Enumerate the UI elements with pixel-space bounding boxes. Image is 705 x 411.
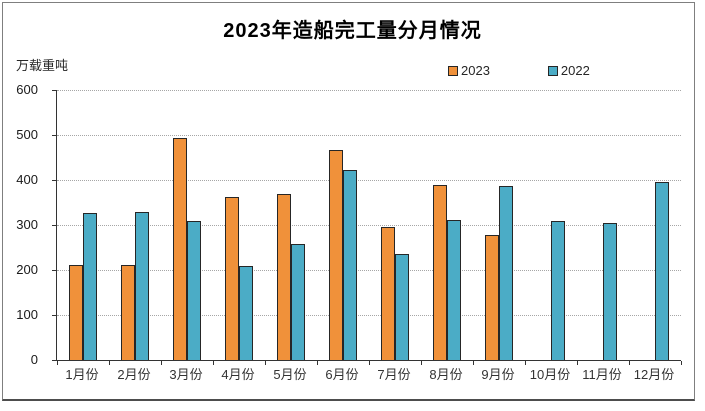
y-axis-label-200: 200 [16, 262, 38, 277]
y-axis-tick [52, 90, 56, 91]
y-axis-label-600: 600 [16, 82, 38, 97]
y-axis-tick [52, 225, 56, 226]
legend-label: 2023 [461, 63, 490, 78]
x-axis-tick-labels: 1月份 2月份 3月份 4月份 5月份 6月份 7月份 8月份 9月份 10月份 11月份 12月份 [56, 364, 680, 384]
x-axis-tick [421, 361, 422, 365]
legend-entry-2022: 2022 [547, 63, 590, 78]
bar-2022-1月份 [83, 213, 97, 360]
bar-2022-11月份 [603, 223, 617, 360]
x-axis-label-10月份: 10月份 [529, 367, 571, 382]
gridline-500 [57, 135, 681, 136]
bar-2022-6月份 [343, 170, 357, 360]
y-axis-label-500: 500 [16, 127, 38, 142]
gridline-200 [57, 270, 681, 271]
y-axis-label-400: 400 [16, 172, 38, 187]
x-axis-tick [473, 361, 474, 365]
gridline-300 [57, 225, 681, 226]
bar-2023-9月份 [485, 235, 499, 360]
x-axis-tick [369, 361, 370, 365]
gridline-400 [57, 180, 681, 181]
x-axis-tick [213, 361, 214, 365]
x-axis-label-12月份: 12月份 [633, 367, 675, 382]
y-axis-label-300: 300 [16, 217, 38, 232]
x-axis-label-3月份: 3月份 [169, 367, 203, 382]
legend-swatch-icon [547, 65, 558, 76]
x-axis-tick [317, 361, 318, 365]
x-axis-label-2月份: 2月份 [117, 367, 151, 382]
x-axis-label-6月份: 6月份 [325, 367, 359, 382]
y-axis-label-100: 100 [16, 307, 38, 322]
x-axis-label-7月份: 7月份 [377, 367, 411, 382]
gridline-600 [57, 90, 681, 91]
legend-label: 2022 [560, 63, 590, 78]
x-axis-tick [577, 361, 578, 365]
bar-2022-12月份 [655, 182, 669, 360]
y-axis-tick [52, 135, 56, 136]
x-axis-tick [265, 361, 266, 365]
y-axis-unit-label: 万载重吨 [16, 58, 69, 73]
bar-2022-3月份 [187, 221, 201, 360]
bar-2022-4月份 [239, 266, 253, 360]
bar-2022-2月份 [135, 212, 149, 360]
bar-2023-4月份 [225, 197, 239, 360]
bar-2023-5月份 [277, 194, 291, 360]
x-axis-tick [629, 361, 630, 365]
y-axis-tick [52, 270, 56, 271]
x-axis-label-9月份: 9月份 [481, 367, 515, 382]
bar-2022-9月份 [499, 186, 513, 360]
x-axis-tick [681, 361, 682, 365]
y-axis-tick [52, 315, 56, 316]
bar-2023-1月份 [69, 265, 83, 360]
bar-2023-7月份 [381, 227, 395, 360]
x-axis-label-8月份: 8月份 [429, 367, 463, 382]
y-axis-label-0: 0 [30, 352, 38, 367]
chart-legend: 2023 2022 [448, 63, 590, 78]
bar-2023-8月份 [433, 185, 447, 360]
y-axis-tick [52, 360, 56, 361]
x-axis-label-1月份: 1月份 [65, 367, 99, 382]
bar-2023-3月份 [173, 138, 187, 360]
bar-2022-5月份 [291, 244, 305, 360]
legend-entry-2023: 2023 [448, 63, 490, 78]
bar-2022-8月份 [447, 220, 461, 360]
bar-2022-10月份 [551, 221, 565, 360]
x-axis-tick [525, 361, 526, 365]
bar-2023-6月份 [329, 150, 343, 360]
bar-2023-2月份 [121, 265, 135, 360]
y-axis-tick [52, 180, 56, 181]
legend-swatch-icon [448, 65, 458, 76]
x-axis-tick [161, 361, 162, 365]
chart-frame-border [2, 2, 695, 401]
x-axis-label-5月份: 5月份 [273, 367, 307, 382]
x-axis-tick [57, 361, 58, 365]
plot-area [52, 90, 682, 365]
x-axis-label-4月份: 4月份 [221, 367, 255, 382]
x-axis-tick [109, 361, 110, 365]
y-axis-tick-labels: 0 100 200 300 400 500 600 [0, 82, 46, 367]
bar-2022-7月份 [395, 254, 409, 360]
chart-title: 2023年造船完工量分月情况 [223, 20, 482, 42]
x-axis-label-11月份: 11月份 [582, 367, 622, 382]
gridline-100 [57, 315, 681, 316]
